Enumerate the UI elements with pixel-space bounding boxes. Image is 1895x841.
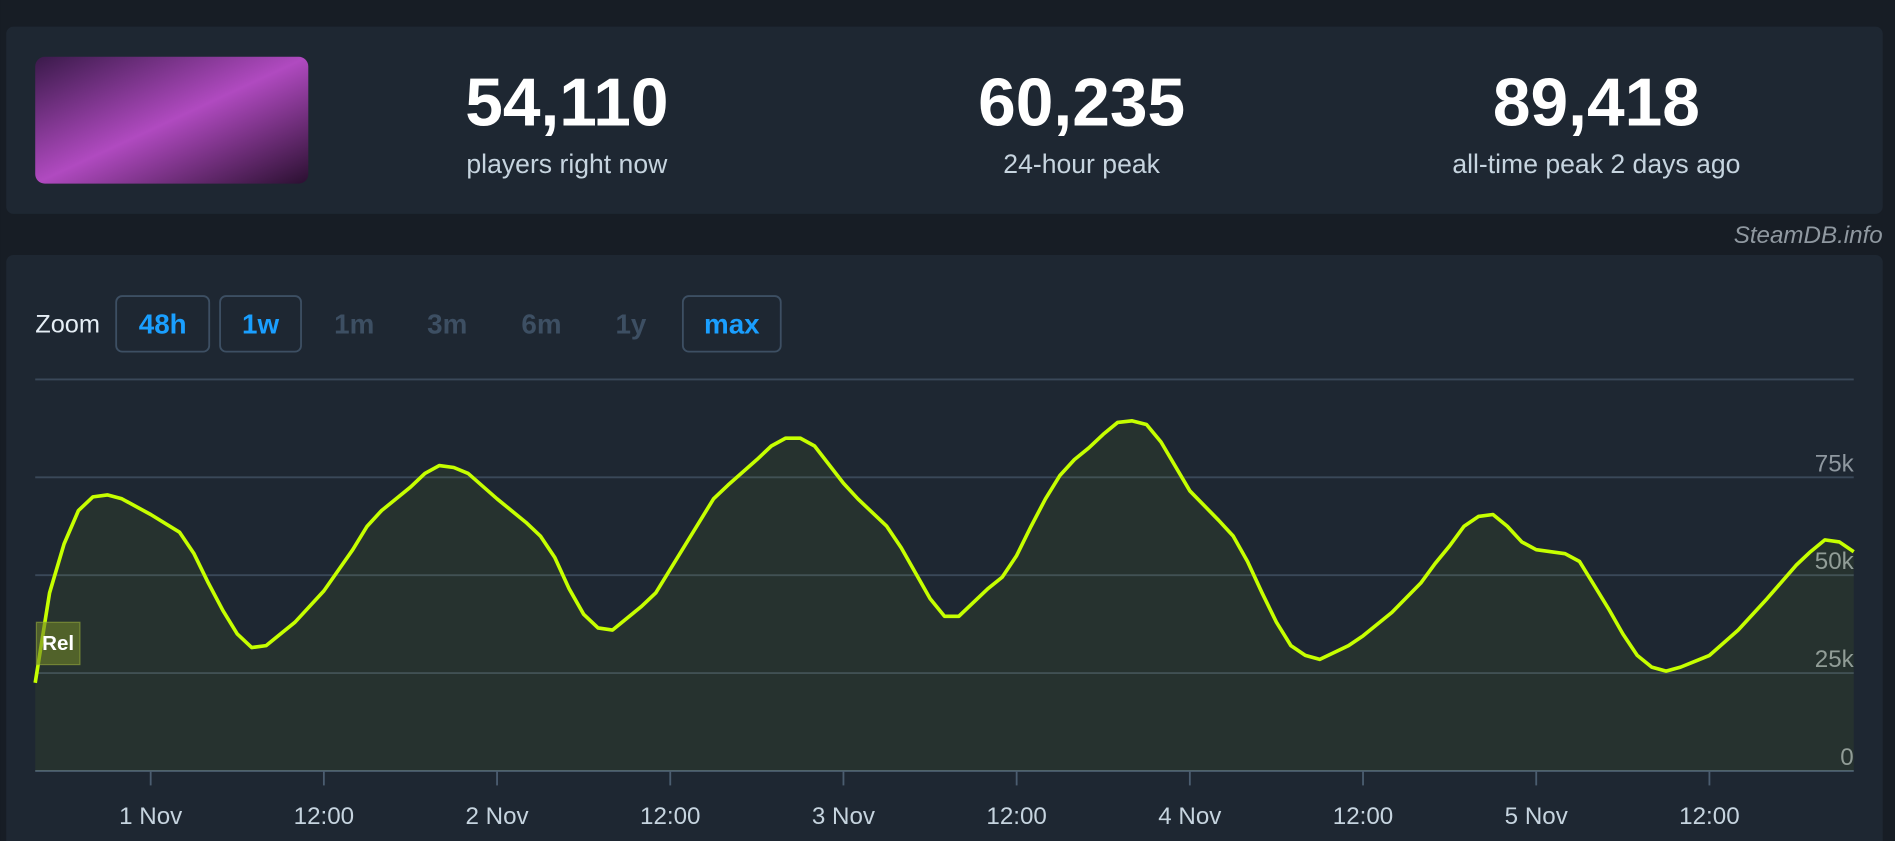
x-tick-label: 12:00: [986, 803, 1046, 830]
zoom-option: 1y: [615, 309, 646, 340]
stat-value: 54,110: [465, 66, 668, 141]
annotation-box: [35, 621, 81, 666]
line: [33, 419, 1855, 684]
stat-value: 89,418: [1493, 66, 1700, 141]
annotation-label: Rel: [42, 632, 74, 655]
zoom-option[interactable]: 48h: [139, 309, 187, 340]
y-tick-label: 50k: [1815, 548, 1855, 575]
y-tick-label: 75k: [1815, 450, 1855, 477]
source-label: SteamDB.info: [1734, 222, 1883, 249]
zoom-option: 1m: [334, 309, 374, 340]
x-tick-label: 12:00: [1679, 803, 1739, 830]
stat-value: 60,235: [978, 66, 1185, 141]
zoom-button[interactable]: [681, 295, 782, 353]
zoom-label: Zoom: [35, 310, 100, 338]
x-tick-label: 2 Nov: [466, 803, 529, 830]
chart-panel: [6, 254, 1883, 841]
area-fill: [35, 420, 1854, 771]
x-tick-label: 12:00: [1333, 803, 1393, 830]
zoom-option: 6m: [521, 309, 561, 340]
stat-label: all-time peak 2 days ago: [1452, 149, 1740, 179]
x-tick-label: 3 Nov: [812, 803, 875, 830]
zoom-button[interactable]: [219, 295, 302, 353]
zoom-button[interactable]: [115, 295, 211, 353]
y-tick-label: 0: [1840, 744, 1853, 771]
stat-label: 24-hour peak: [1003, 149, 1160, 179]
x-tick-label: 1 Nov: [119, 803, 182, 830]
x-tick-label: 5 Nov: [1505, 803, 1568, 830]
stats-panel: [6, 26, 1883, 214]
stat-label: players right now: [466, 149, 668, 179]
x-tick-label: 4 Nov: [1158, 803, 1221, 830]
x-tick-label: 12:00: [640, 803, 700, 830]
game-thumbnail[interactable]: [35, 56, 309, 184]
y-tick-label: 25k: [1815, 646, 1855, 673]
zoom-option: 3m: [427, 309, 467, 340]
zoom-option[interactable]: 1w: [242, 309, 279, 340]
zoom-option[interactable]: max: [704, 309, 760, 340]
x-tick-label: 12:00: [294, 803, 354, 830]
